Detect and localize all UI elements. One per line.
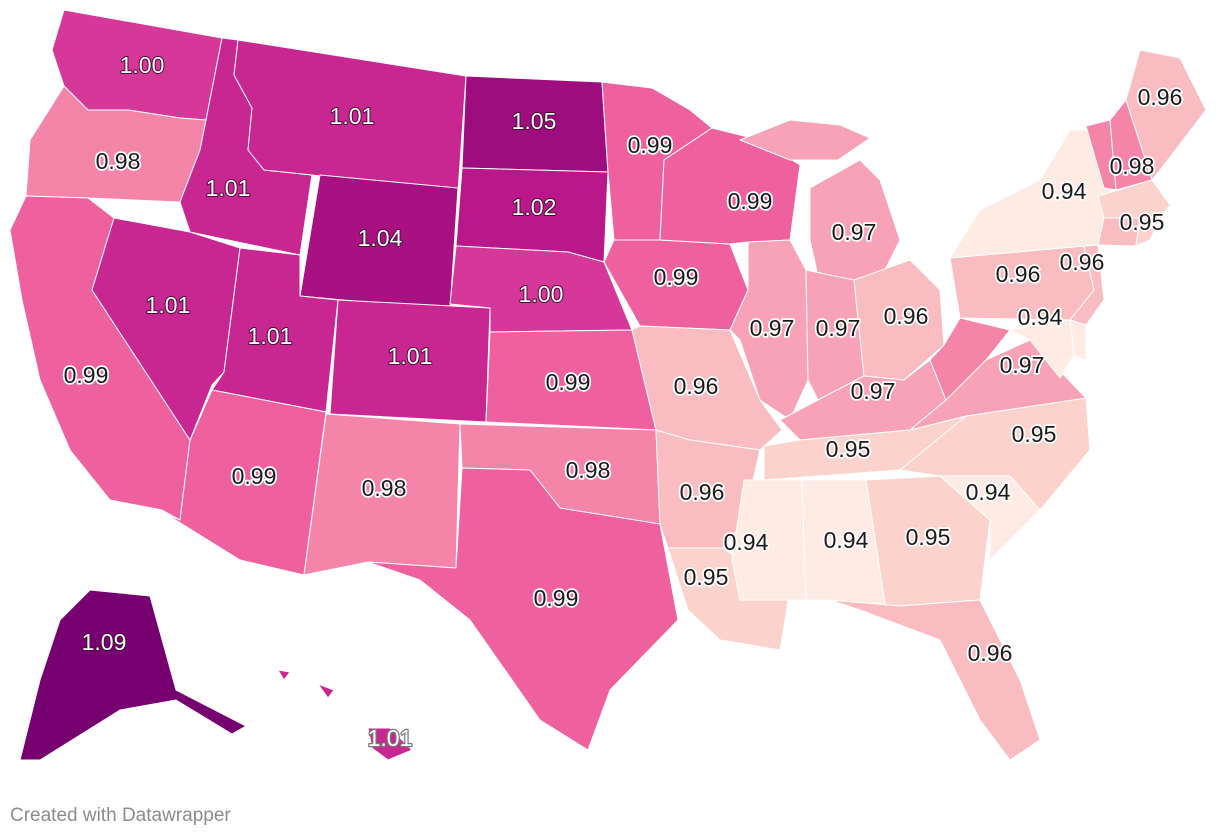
label-ny: 0.94 bbox=[1042, 178, 1087, 204]
state-hi bbox=[277, 669, 413, 761]
state-md bbox=[1009, 319, 1075, 379]
label-oh: 0.96 bbox=[884, 303, 929, 329]
state-nv bbox=[91, 217, 241, 441]
state-ak bbox=[19, 589, 247, 761]
label-ut: 1.01 bbox=[248, 323, 293, 349]
label-mn: 0.99 bbox=[628, 132, 673, 158]
label-wa: 1.00 bbox=[120, 52, 165, 78]
label-or: 0.98 bbox=[96, 148, 141, 174]
label-nc: 0.95 bbox=[1012, 421, 1057, 447]
label-hi: 1.01 bbox=[368, 725, 413, 751]
credit-text: Created with Datawrapper bbox=[10, 805, 231, 826]
label-ms: 0.94 bbox=[724, 529, 769, 555]
label-la: 0.95 bbox=[684, 564, 729, 590]
state-ar bbox=[655, 429, 761, 549]
label-va: 0.97 bbox=[1000, 352, 1045, 378]
label-wy: 1.04 bbox=[358, 225, 403, 251]
label-nj: 0.96 bbox=[1060, 249, 1105, 275]
label-wi: 0.99 bbox=[728, 188, 773, 214]
label-ky: 0.97 bbox=[851, 378, 896, 404]
label-sd: 1.02 bbox=[512, 194, 557, 220]
label-tn: 0.95 bbox=[826, 436, 871, 462]
state-ma bbox=[1097, 179, 1171, 219]
state-ri bbox=[1135, 217, 1161, 247]
state-il bbox=[729, 239, 809, 421]
label-tx: 0.99 bbox=[534, 585, 579, 611]
label-az: 0.99 bbox=[232, 463, 277, 489]
label-il: 0.97 bbox=[750, 315, 795, 341]
state-tx bbox=[367, 467, 679, 751]
label-ak: 1.09 bbox=[82, 629, 127, 655]
label-mi: 0.97 bbox=[832, 219, 877, 245]
label-nm: 0.98 bbox=[362, 475, 407, 501]
label-al: 0.94 bbox=[824, 527, 869, 553]
label-ma: 0.95 bbox=[1120, 209, 1165, 235]
label-me: 0.96 bbox=[1138, 84, 1183, 110]
state-la bbox=[667, 547, 791, 651]
state-ms bbox=[731, 479, 807, 601]
label-nh: 0.98 bbox=[1110, 153, 1155, 179]
state-ny bbox=[949, 129, 1111, 259]
label-id: 1.01 bbox=[206, 175, 251, 201]
state-mt bbox=[233, 39, 467, 193]
label-co: 1.01 bbox=[388, 343, 433, 369]
label-nv: 1.01 bbox=[146, 292, 191, 318]
state-fl bbox=[829, 599, 1041, 761]
label-ia: 0.99 bbox=[654, 264, 699, 290]
state-ut bbox=[211, 247, 339, 413]
label-ok: 0.98 bbox=[566, 457, 611, 483]
state-mi bbox=[739, 119, 901, 286]
label-ar: 0.96 bbox=[680, 479, 725, 505]
label-ga: 0.95 bbox=[906, 524, 951, 550]
label-ks: 0.99 bbox=[546, 369, 591, 395]
label-sc: 0.94 bbox=[966, 479, 1011, 505]
label-in: 0.97 bbox=[816, 315, 861, 341]
label-fl: 0.96 bbox=[968, 640, 1013, 666]
label-pa: 0.96 bbox=[996, 261, 1041, 287]
label-ne: 1.00 bbox=[519, 281, 564, 307]
label-nd: 1.05 bbox=[512, 108, 557, 134]
label-mo: 0.96 bbox=[674, 373, 719, 399]
label-md: 0.94 bbox=[1018, 304, 1063, 330]
label-ca: 0.99 bbox=[64, 362, 109, 388]
us-choropleth-map: 1.00 0.98 0.99 1.01 1.01 1.01 1.04 1.01 0.99 1.01… bbox=[9, 9, 1207, 761]
label-mt: 1.01 bbox=[330, 103, 375, 129]
